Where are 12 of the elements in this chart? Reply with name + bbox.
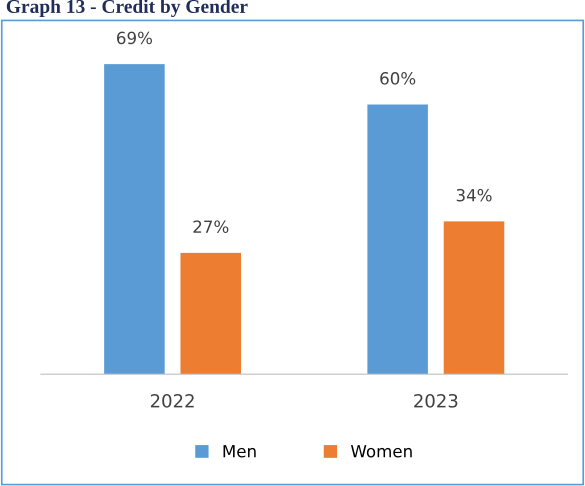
bar (104, 64, 165, 374)
bar (180, 252, 242, 374)
bar (444, 221, 504, 374)
data-label: 27% (193, 220, 228, 233)
legend-label: Men (224, 445, 256, 458)
bar (367, 104, 428, 374)
data-label: 34% (456, 188, 492, 202)
data-label: 60% (380, 72, 416, 85)
legend-label: Women (350, 445, 412, 458)
x-tick-label: 2023 (414, 394, 458, 408)
x-tick-label: 2022 (150, 394, 194, 408)
data-label: 69% (117, 32, 152, 44)
